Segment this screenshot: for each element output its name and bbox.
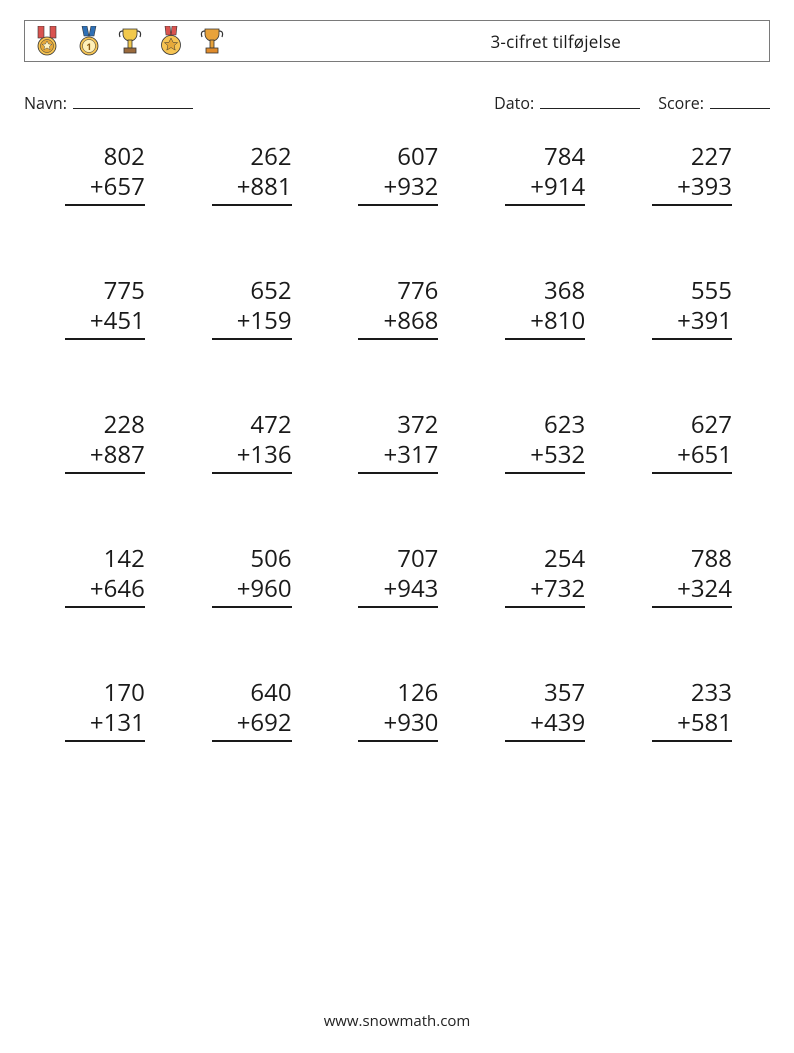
operand-bottom: +881 — [212, 172, 292, 206]
operand-top: 357 — [505, 678, 585, 708]
operand-bottom: +930 — [358, 708, 438, 742]
operand-top: 254 — [505, 544, 585, 574]
operand-bottom: +317 — [358, 440, 438, 474]
problem-cell: 227+393 — [617, 142, 764, 206]
operand-top: 372 — [358, 410, 438, 440]
date-label: Dato: — [494, 92, 534, 114]
operand-bottom: +324 — [652, 574, 732, 608]
problem-cell: 623+532 — [470, 410, 617, 474]
operand-top: 126 — [358, 678, 438, 708]
problem-cell: 776+868 — [324, 276, 471, 340]
operand-bottom: +532 — [505, 440, 585, 474]
score-label: Score: — [658, 92, 704, 114]
operand-bottom: +159 — [212, 306, 292, 340]
medal-1-icon: 1 — [75, 26, 103, 56]
operand-top: 607 — [358, 142, 438, 172]
date-blank — [540, 93, 640, 109]
operand-bottom: +868 — [358, 306, 438, 340]
problem-cell: 372+317 — [324, 410, 471, 474]
operand-top: 227 — [652, 142, 732, 172]
problem-cell: 368+810 — [470, 276, 617, 340]
operand-top: 802 — [65, 142, 145, 172]
problem-cell: 506+960 — [177, 544, 324, 608]
operand-top: 707 — [358, 544, 438, 574]
operand-top: 652 — [212, 276, 292, 306]
operand-bottom: +451 — [65, 306, 145, 340]
operand-top: 262 — [212, 142, 292, 172]
footer-url: www.snowmath.com — [0, 1011, 794, 1031]
problem-cell: 555+391 — [617, 276, 764, 340]
trophy-orange-icon — [199, 26, 225, 56]
operand-bottom: +732 — [505, 574, 585, 608]
worksheet-header: 1 — [24, 20, 770, 62]
operand-bottom: +393 — [652, 172, 732, 206]
operand-top: 784 — [505, 142, 585, 172]
medal-star-icon — [33, 26, 61, 56]
operand-top: 627 — [652, 410, 732, 440]
medal-gold-star-icon — [157, 26, 185, 56]
svg-text:1: 1 — [86, 40, 91, 53]
operand-top: 170 — [65, 678, 145, 708]
problems-grid: 802+657262+881607+932784+914227+393775+4… — [24, 142, 770, 742]
operand-top: 228 — [65, 410, 145, 440]
name-blank — [73, 93, 193, 109]
operand-bottom: +391 — [652, 306, 732, 340]
operand-top: 472 — [212, 410, 292, 440]
score-blank — [710, 93, 770, 109]
operand-bottom: +887 — [65, 440, 145, 474]
problem-cell: 233+581 — [617, 678, 764, 742]
operand-top: 623 — [505, 410, 585, 440]
problem-cell: 607+932 — [324, 142, 471, 206]
problem-cell: 640+692 — [177, 678, 324, 742]
operand-bottom: +932 — [358, 172, 438, 206]
operand-bottom: +651 — [652, 440, 732, 474]
operand-bottom: +943 — [358, 574, 438, 608]
operand-top: 506 — [212, 544, 292, 574]
operand-top: 776 — [358, 276, 438, 306]
operand-top: 368 — [505, 276, 585, 306]
operand-bottom: +439 — [505, 708, 585, 742]
problem-cell: 142+646 — [30, 544, 177, 608]
problem-cell: 472+136 — [177, 410, 324, 474]
problem-cell: 262+881 — [177, 142, 324, 206]
operand-bottom: +646 — [65, 574, 145, 608]
operand-top: 233 — [652, 678, 732, 708]
operand-bottom: +131 — [65, 708, 145, 742]
problem-cell: 627+651 — [617, 410, 764, 474]
problem-cell: 788+324 — [617, 544, 764, 608]
problem-cell: 254+732 — [470, 544, 617, 608]
trophy-small-icon — [117, 26, 143, 56]
problem-cell: 652+159 — [177, 276, 324, 340]
operand-bottom: +692 — [212, 708, 292, 742]
name-label: Navn: — [24, 92, 67, 114]
operand-bottom: +136 — [212, 440, 292, 474]
operand-bottom: +581 — [652, 708, 732, 742]
problem-cell: 784+914 — [470, 142, 617, 206]
problem-cell: 707+943 — [324, 544, 471, 608]
operand-bottom: +914 — [505, 172, 585, 206]
operand-top: 640 — [212, 678, 292, 708]
award-icons-row: 1 — [33, 26, 225, 56]
problem-cell: 170+131 — [30, 678, 177, 742]
operand-top: 142 — [65, 544, 145, 574]
operand-top: 555 — [652, 276, 732, 306]
operand-top: 775 — [65, 276, 145, 306]
problem-cell: 802+657 — [30, 142, 177, 206]
operand-bottom: +810 — [505, 306, 585, 340]
operand-top: 788 — [652, 544, 732, 574]
operand-bottom: +657 — [65, 172, 145, 206]
problem-cell: 775+451 — [30, 276, 177, 340]
meta-row: Navn: Dato: Score: — [24, 92, 770, 114]
operand-bottom: +960 — [212, 574, 292, 608]
problem-cell: 228+887 — [30, 410, 177, 474]
problem-cell: 357+439 — [470, 678, 617, 742]
worksheet-title: 3-cifret tilføjelse — [491, 30, 621, 53]
problem-cell: 126+930 — [324, 678, 471, 742]
